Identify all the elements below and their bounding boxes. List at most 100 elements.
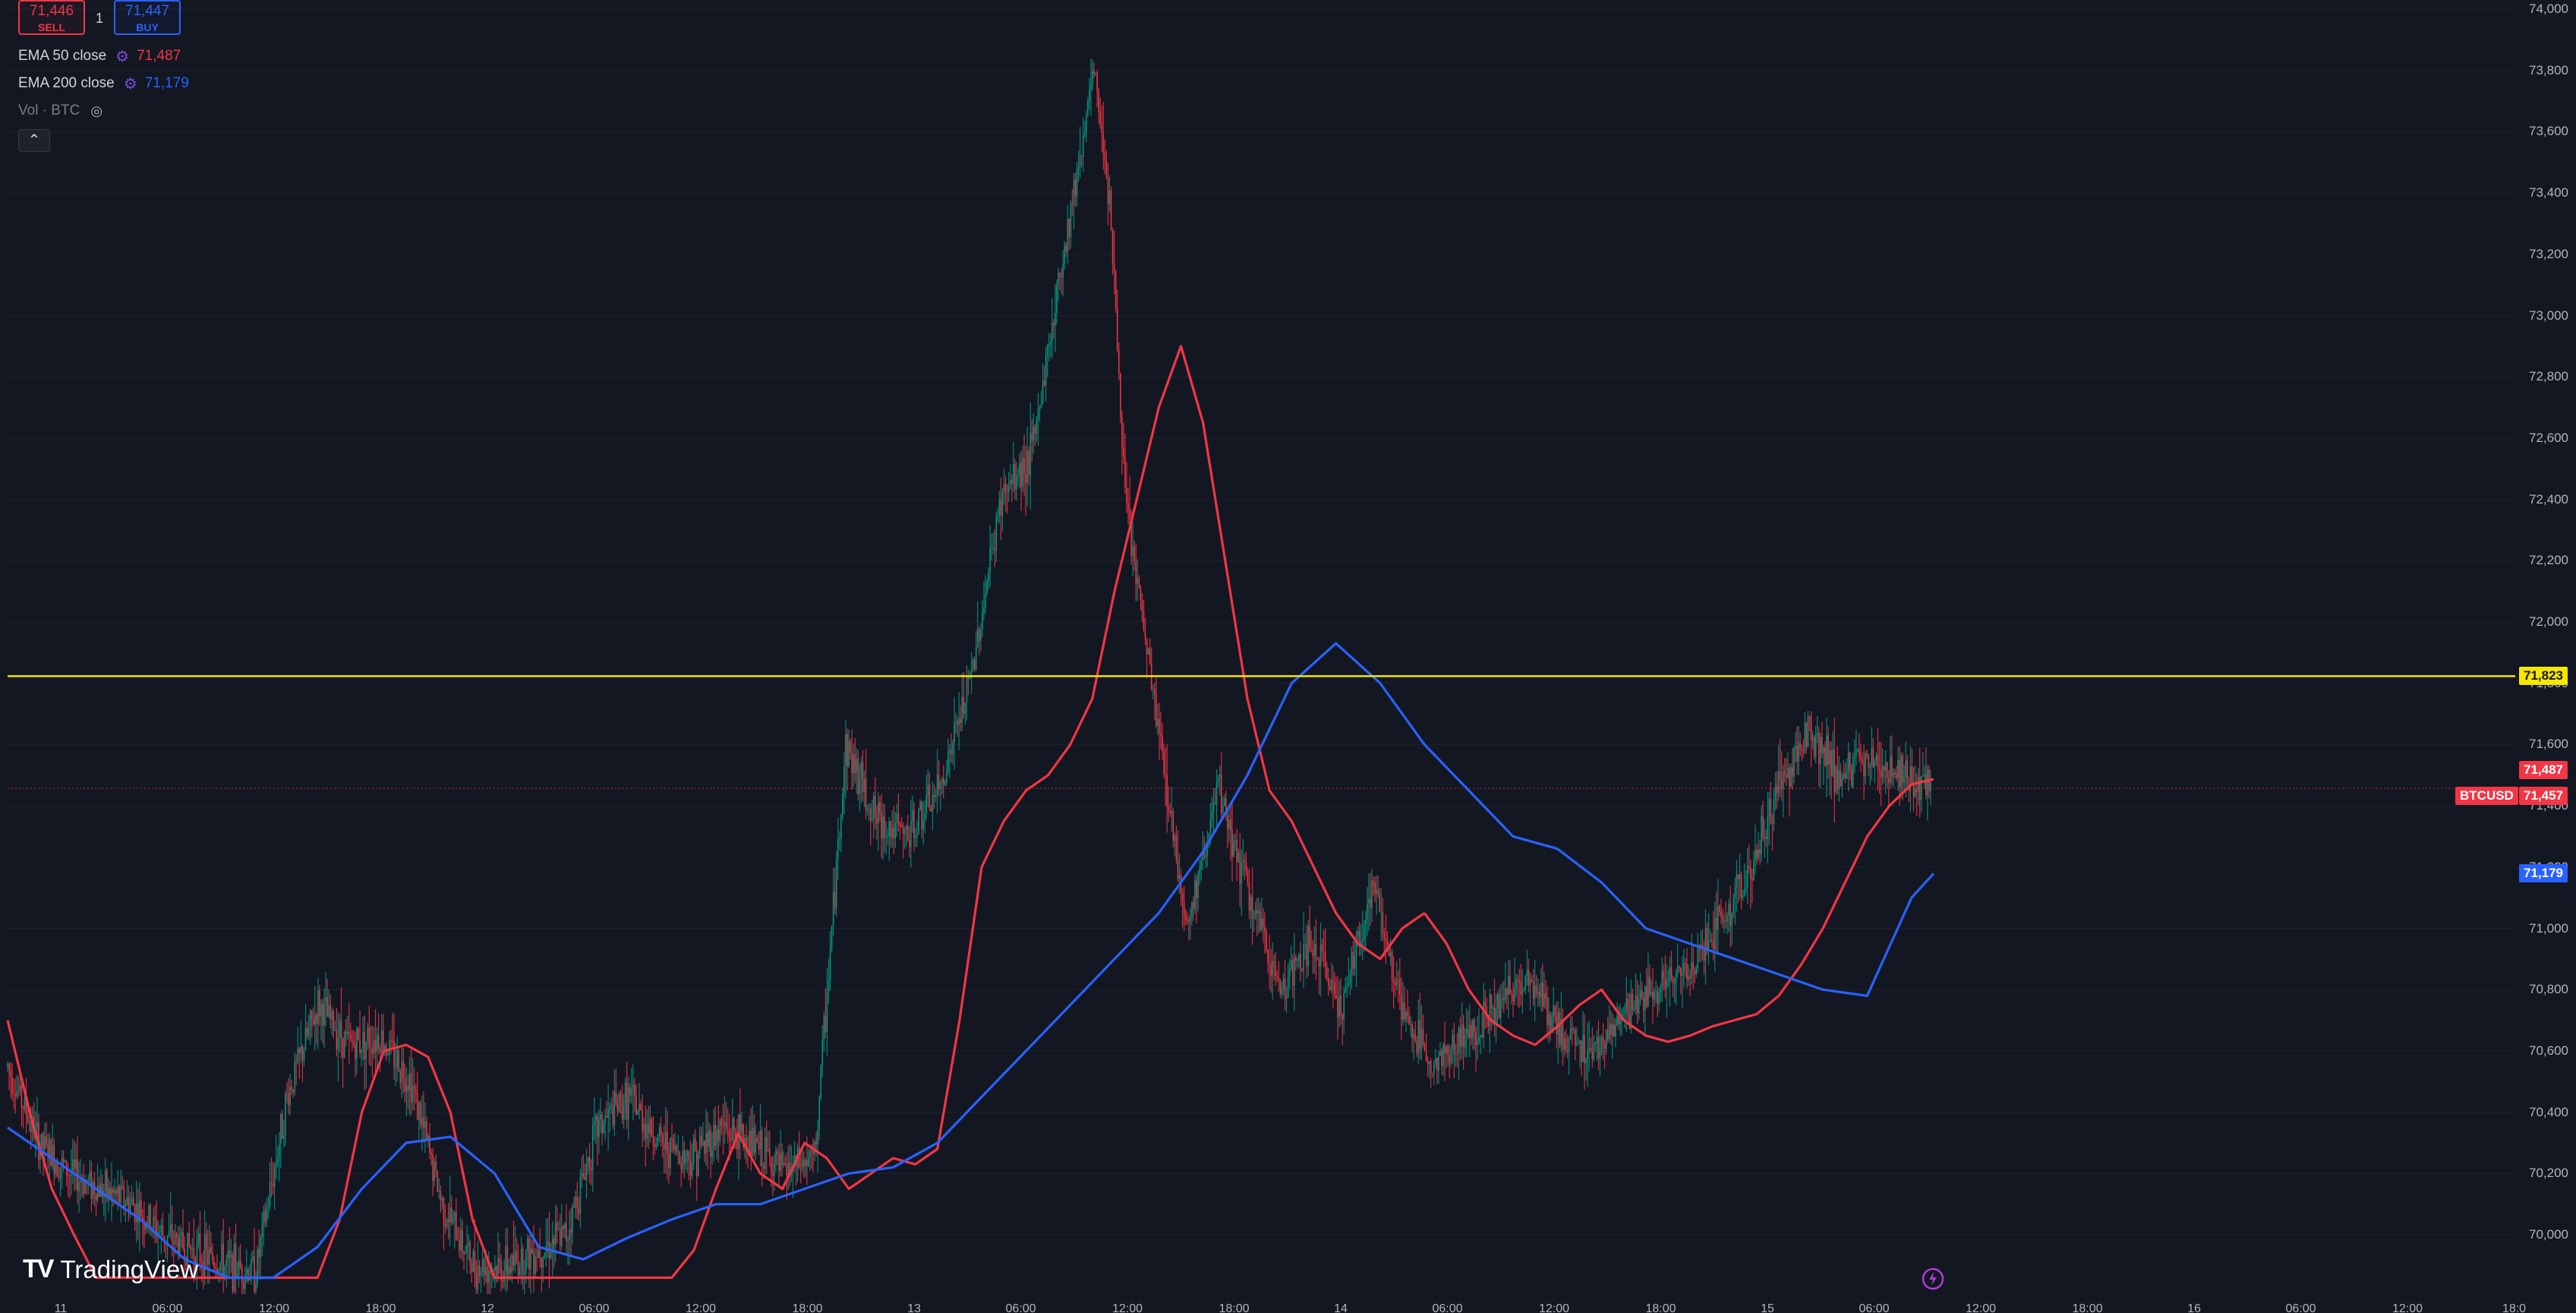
candle-body	[808, 1157, 809, 1166]
candle-body	[561, 1225, 563, 1246]
candle-body	[337, 1037, 339, 1050]
candle-body	[585, 1164, 588, 1180]
legend-volume[interactable]: Vol · BTC ◎	[18, 100, 102, 122]
candle-body	[1547, 998, 1548, 1026]
candle-body	[845, 734, 847, 766]
candle-body	[1606, 1029, 1609, 1040]
candle-body	[443, 1198, 445, 1225]
candle-body	[1587, 1049, 1588, 1060]
candle-body	[435, 1161, 437, 1171]
candle-body	[1914, 788, 1916, 797]
candle-body	[131, 1198, 133, 1203]
candle-body	[1241, 862, 1243, 884]
candle-body	[1524, 975, 1527, 989]
candle-body	[1826, 735, 1827, 766]
legend-ema200[interactable]: EMA 200 close ⚙ 71,179	[18, 73, 189, 94]
candle-body	[1123, 447, 1124, 457]
candle-body	[1480, 1034, 1481, 1037]
candle-body	[1707, 941, 1710, 951]
candle-body	[520, 1248, 522, 1268]
candle-body	[762, 1166, 765, 1169]
candle-body	[1796, 746, 1798, 762]
candle-body	[958, 718, 960, 725]
candle-body	[894, 822, 897, 839]
buy-button[interactable]: 71,447 BUY	[114, 0, 181, 35]
candle-body	[1227, 815, 1228, 829]
candle-body	[834, 892, 836, 907]
replay-icon[interactable]	[1919, 1265, 1947, 1292]
candle-body	[128, 1197, 130, 1214]
legend-ema50[interactable]: EMA 50 close ⚙ 71,487	[18, 46, 181, 67]
candle-body	[61, 1157, 63, 1167]
candle-body	[260, 1236, 262, 1258]
tradingview-logo[interactable]: TV TradingView	[23, 1255, 198, 1284]
candle-body	[1090, 84, 1092, 90]
sell-button[interactable]: 71,446 SELL	[18, 0, 85, 35]
candle-body	[1683, 962, 1685, 974]
candle-body	[1927, 769, 1928, 796]
candle-body	[1452, 1034, 1454, 1050]
candle-body	[676, 1145, 677, 1153]
candle-body	[1483, 1001, 1484, 1037]
candle-body	[683, 1150, 686, 1164]
eye-icon[interactable]: ◎	[90, 103, 103, 118]
candle-body	[392, 1040, 393, 1042]
candle-body	[162, 1225, 164, 1236]
gear-icon[interactable]: ⚙	[115, 48, 130, 65]
candle-body	[1146, 639, 1148, 655]
candle-body	[1456, 1053, 1458, 1055]
candle-body	[575, 1196, 577, 1207]
candle-body	[1909, 766, 1912, 791]
candle-body	[326, 997, 328, 1017]
candle-body	[1689, 977, 1691, 979]
candle-body	[946, 772, 947, 783]
candle-body	[903, 830, 906, 835]
candle-body	[1186, 920, 1188, 921]
candle-body	[842, 793, 843, 816]
candle-body	[1849, 753, 1851, 769]
candle-body	[1562, 1018, 1564, 1050]
candle-body	[921, 801, 922, 829]
gear-icon[interactable]: ⚙	[123, 75, 137, 93]
candle-body	[756, 1138, 758, 1142]
candle-body	[1223, 798, 1225, 806]
candle-body	[1509, 975, 1511, 994]
candle-body	[1717, 906, 1719, 930]
candle-body	[551, 1239, 553, 1252]
candle-body	[1321, 944, 1323, 952]
candle-body	[1866, 753, 1868, 756]
candle-body	[1770, 799, 1772, 823]
price-axis[interactable]: 70,00070,20070,40070,60070,80071,00071,2…	[2515, 0, 2576, 1313]
candle-body	[820, 1065, 822, 1098]
candle-body	[1569, 1027, 1572, 1040]
candle-body	[1130, 519, 1132, 556]
candle-body	[719, 1119, 721, 1141]
candle-body	[1206, 842, 1209, 856]
candle-body	[1312, 950, 1314, 957]
candle-body	[1900, 755, 1902, 787]
candle-body	[557, 1229, 560, 1231]
candle-body	[316, 1014, 317, 1024]
buy-label: BUY	[136, 21, 159, 33]
candle-body	[1886, 762, 1888, 778]
candle-body	[882, 816, 884, 838]
price-tick-label: 70,400	[2529, 1104, 2568, 1119]
candle-body	[1026, 451, 1028, 484]
candle-body	[1428, 1061, 1430, 1065]
candle-body	[236, 1274, 238, 1277]
candle-body	[1902, 755, 1903, 783]
candle-body	[1110, 191, 1112, 231]
candle-body	[775, 1151, 777, 1163]
candle-body	[462, 1229, 463, 1252]
time-tick-label: 18:00	[365, 1302, 396, 1313]
candle-body	[362, 1032, 364, 1049]
time-tick-label: 06:00	[579, 1302, 609, 1313]
candle-body	[374, 1040, 377, 1052]
candle-body	[688, 1151, 690, 1161]
chevron-up-icon[interactable]: ⌃	[18, 129, 50, 152]
candle-body	[1115, 270, 1117, 308]
candle-body	[1667, 979, 1670, 981]
candle-body	[1307, 926, 1309, 967]
